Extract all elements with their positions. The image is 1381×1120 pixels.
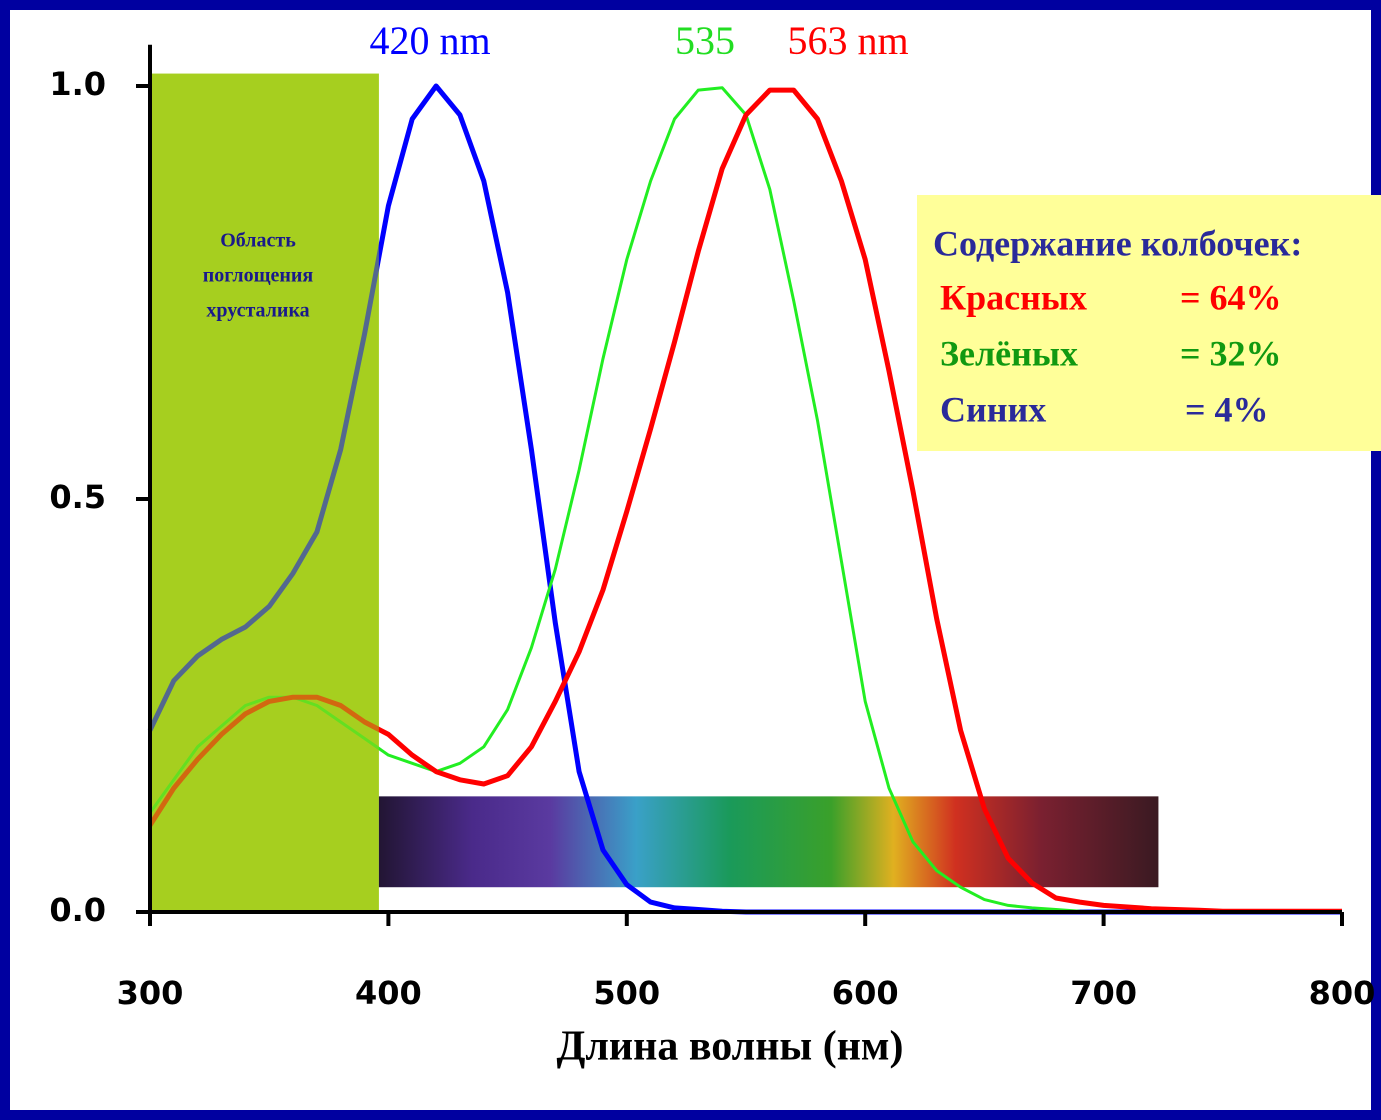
over-layer: 300 400 500 600 700 800 0.0 0.5 1.0 bbox=[49, 44, 1376, 1012]
info-label: Зелёных bbox=[940, 333, 1078, 373]
region-label: Область bbox=[220, 230, 296, 252]
y-tick-label: 1.0 bbox=[49, 65, 106, 103]
info-title: Содержание колбочек: bbox=[933, 223, 1302, 263]
y-tick-label: 0.0 bbox=[49, 891, 106, 929]
x-tick-label: 800 bbox=[1309, 974, 1376, 1012]
info-value: = 64% bbox=[1180, 277, 1282, 317]
x-tick-label: 700 bbox=[1070, 974, 1137, 1012]
info-box bbox=[917, 195, 1381, 451]
peak-label: 420 nm bbox=[369, 18, 490, 63]
info-label: Красных bbox=[940, 277, 1087, 317]
x-tick-label: 400 bbox=[355, 974, 422, 1012]
peak-label: 535 bbox=[675, 18, 735, 63]
x-tick-label: 600 bbox=[832, 974, 899, 1012]
spectrum-bar bbox=[378, 796, 1159, 888]
peak-label: 563 nm bbox=[787, 18, 908, 63]
lens-region-overlay bbox=[150, 73, 379, 913]
info-value: = 4% bbox=[1185, 389, 1269, 429]
info-label: Синих bbox=[940, 389, 1046, 429]
x-tick-label: 500 bbox=[593, 974, 660, 1012]
x-axis-title: Длина волны (нм) bbox=[556, 1024, 903, 1070]
y-tick-label: 0.5 bbox=[49, 478, 106, 516]
region-label: поглощения bbox=[203, 265, 314, 287]
info-value: = 32% bbox=[1180, 333, 1282, 373]
x-tick-label: 300 bbox=[117, 974, 184, 1012]
region-label: хрусталика bbox=[206, 300, 309, 322]
